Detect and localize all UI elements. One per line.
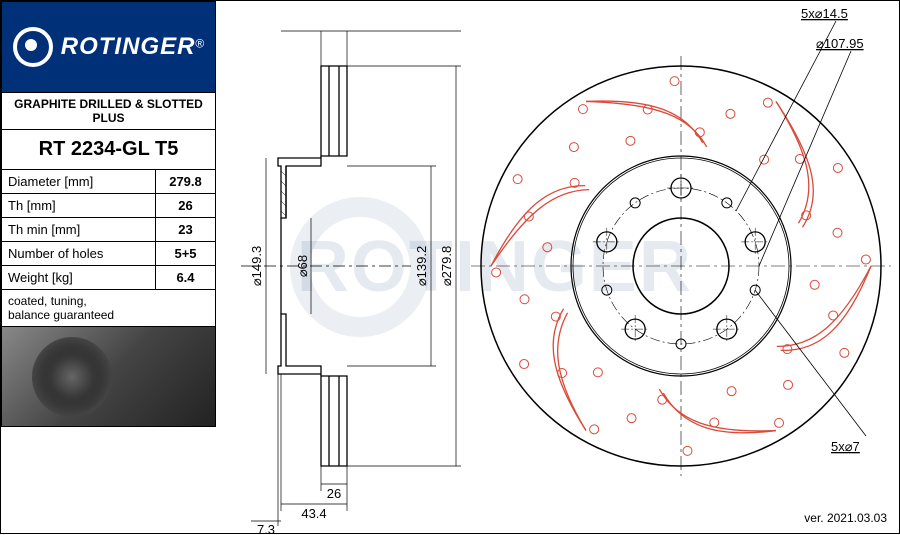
svg-text:⌀107.95: ⌀107.95 bbox=[816, 36, 864, 51]
note: coated, tuning, balance guaranteed bbox=[1, 290, 216, 327]
table-row: Number of holes5+5 bbox=[2, 242, 216, 266]
svg-text:⌀68: ⌀68 bbox=[295, 255, 310, 277]
table-row: Th [mm]26 bbox=[2, 194, 216, 218]
table-row: Weight [kg]6.4 bbox=[2, 266, 216, 290]
part-number: RT 2234-GL T5 bbox=[1, 130, 216, 170]
svg-text:5x⌀7: 5x⌀7 bbox=[831, 439, 860, 454]
table-row: Th min [mm]23 bbox=[2, 218, 216, 242]
svg-text:26: 26 bbox=[327, 486, 341, 501]
svg-text:5x⌀14.5: 5x⌀14.5 bbox=[801, 6, 848, 21]
category: GRAPHITE DRILLED & SLOTTED PLUS bbox=[1, 93, 216, 130]
svg-text:⌀279.8: ⌀279.8 bbox=[439, 246, 454, 286]
svg-text:43.4: 43.4 bbox=[301, 506, 326, 521]
version: ver. 2021.03.03 bbox=[804, 511, 887, 525]
sidebar: ROTINGER® GRAPHITE DRILLED & SLOTTED PLU… bbox=[1, 1, 216, 427]
svg-text:7.3: 7.3 bbox=[257, 522, 275, 535]
svg-text:⌀139.2: ⌀139.2 bbox=[414, 246, 429, 286]
product-thumbnail bbox=[1, 327, 216, 427]
table-row: Diameter [mm]279.8 bbox=[2, 170, 216, 194]
spec-table: Diameter [mm]279.8 Th [mm]26 Th min [mm]… bbox=[1, 170, 216, 290]
logo: ROTINGER® bbox=[1, 1, 216, 93]
svg-text:⌀149.3: ⌀149.3 bbox=[249, 246, 264, 286]
technical-drawing: ⌀279.8 ⌀139.2 ⌀68 ⌀149.3 26 43.4 7.3 bbox=[221, 1, 900, 535]
